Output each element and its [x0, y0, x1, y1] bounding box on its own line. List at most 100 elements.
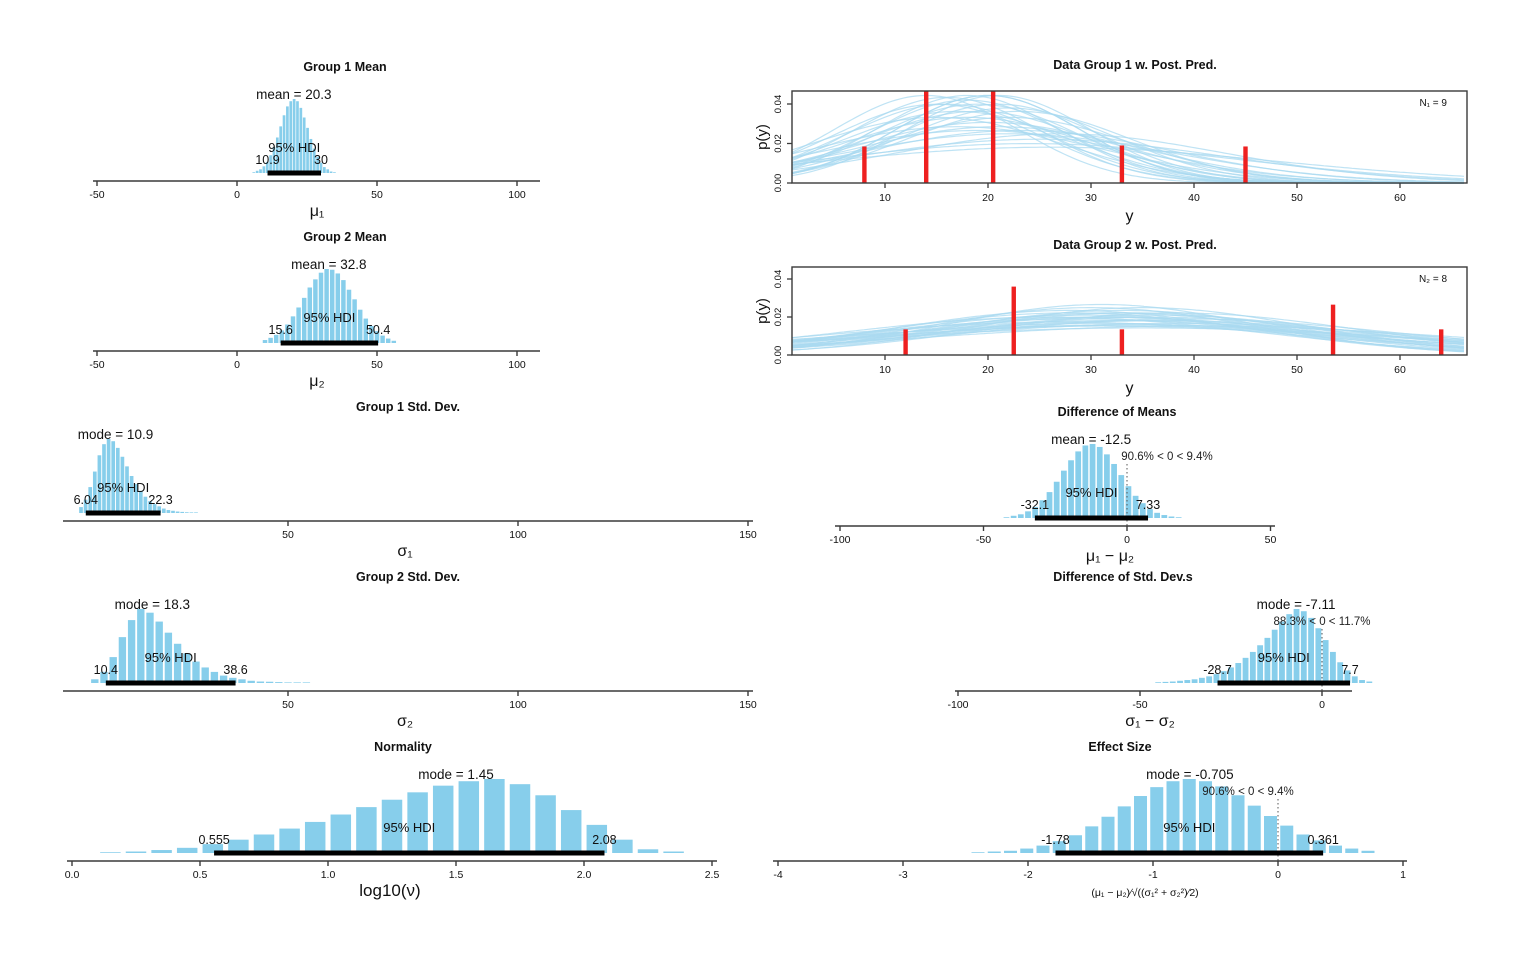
- panel-difference-of-stddevs: Difference of Std. Dev.s 95% HDI -28.7 7.7 m…: [755, 565, 1530, 735]
- svg-text:0: 0: [1124, 534, 1130, 546]
- svg-text:0.555: 0.555: [198, 833, 229, 847]
- svg-text:95% HDI: 95% HDI: [1163, 820, 1215, 835]
- svg-text:0.00: 0.00: [773, 346, 784, 365]
- svg-text:y: y: [1126, 380, 1134, 397]
- panel-data-group1-postpred: Data Group 1 w. Post. Pred. 10 20 30 40 50 60 0…: [755, 55, 1530, 235]
- svg-text:90.6% < 0 < 9.4%: 90.6% < 0 < 9.4%: [1121, 451, 1212, 463]
- svg-text:2.08: 2.08: [592, 833, 616, 847]
- svg-text:2.5: 2.5: [705, 869, 720, 881]
- svg-text:50: 50: [1291, 364, 1303, 376]
- svg-text:50: 50: [371, 359, 383, 371]
- svg-text:150: 150: [739, 529, 757, 541]
- svg-text:7.7: 7.7: [1341, 663, 1358, 677]
- svg-text:mode = -7.11: mode = -7.11: [1257, 597, 1336, 612]
- svg-text:Data Group 2 w. Post. Pred.: Data Group 2 w. Post. Pred.: [1053, 238, 1216, 252]
- svg-text:Normality: Normality: [374, 740, 432, 754]
- svg-text:6.04: 6.04: [74, 493, 98, 507]
- svg-text:95% HDI: 95% HDI: [1258, 650, 1310, 665]
- panel-group1-stddev: Group 1 Std. Dev. 95% HDI 6.04 22.3 mode = 1…: [25, 395, 760, 565]
- svg-text:100: 100: [509, 699, 527, 711]
- svg-text:Data Group 1 w. Post. Pred.: Data Group 1 w. Post. Pred.: [1053, 58, 1216, 72]
- svg-text:Group 1 Mean: Group 1 Mean: [303, 60, 386, 74]
- svg-text:-1: -1: [1148, 869, 1157, 881]
- svg-text:-50: -50: [89, 189, 104, 201]
- svg-text:-28.7: -28.7: [1203, 663, 1232, 677]
- difference-of-stddevs-chart: Difference of Std. Dev.s 95% HDI -28.7 7.7 m…: [947, 570, 1373, 730]
- svg-text:mode = 18.3: mode = 18.3: [115, 597, 190, 612]
- svg-text:mean = 20.3: mean = 20.3: [256, 87, 331, 102]
- svg-text:50: 50: [1265, 534, 1277, 546]
- svg-text:60: 60: [1394, 192, 1406, 204]
- svg-text:μ₂: μ₂: [309, 373, 324, 390]
- svg-text:95% HDI: 95% HDI: [268, 140, 320, 155]
- svg-text:mode = 10.9: mode = 10.9: [78, 427, 153, 442]
- svg-text:(μ₁ − μ₂)∕√((σ₁² + σ₂²)∕2): (μ₁ − μ₂)∕√((σ₁² + σ₂²)∕2): [1091, 887, 1198, 899]
- normality-chart: Normality 95% HDI 0.555 2.08 mode = 1.45 0.0 0…: [65, 740, 720, 900]
- svg-text:μ₁: μ₁: [310, 203, 325, 220]
- svg-text:50: 50: [282, 699, 294, 711]
- svg-text:100: 100: [509, 529, 527, 541]
- panel-difference-of-means: Difference of Means 95% HDI -32.1 7.33 mean …: [755, 400, 1530, 570]
- svg-text:N₂ = 8: N₂ = 8: [1419, 274, 1448, 285]
- svg-text:mode = -0.705: mode = -0.705: [1146, 767, 1233, 782]
- svg-text:0.02: 0.02: [773, 308, 784, 327]
- difference-of-means-chart: Difference of Means 95% HDI -32.1 7.33 mean …: [829, 405, 1277, 565]
- svg-text:1.0: 1.0: [321, 869, 336, 881]
- svg-text:0.00: 0.00: [773, 174, 784, 193]
- svg-text:10: 10: [879, 364, 891, 376]
- svg-text:μ₁ − μ₂: μ₁ − μ₂: [1086, 548, 1134, 565]
- svg-text:95% HDI: 95% HDI: [97, 480, 149, 495]
- panel-effect-size: Effect Size 95% HDI -1.78 0.361 mode = -0.70…: [755, 735, 1530, 915]
- svg-text:95% HDI: 95% HDI: [383, 820, 435, 835]
- svg-text:0.04: 0.04: [773, 95, 784, 114]
- svg-text:p(y): p(y): [755, 124, 771, 150]
- svg-text:7.33: 7.33: [1136, 498, 1160, 512]
- svg-text:10.9: 10.9: [255, 153, 279, 167]
- svg-text:20: 20: [982, 364, 994, 376]
- svg-text:15.6: 15.6: [269, 323, 293, 337]
- svg-text:-100: -100: [947, 699, 968, 711]
- svg-text:-50: -50: [1132, 699, 1147, 711]
- svg-text:-50: -50: [89, 359, 104, 371]
- svg-text:-1.78: -1.78: [1041, 833, 1070, 847]
- svg-text:mean = 32.8: mean = 32.8: [291, 257, 366, 272]
- svg-text:0: 0: [1275, 869, 1281, 881]
- panel-data-group2-postpred: Data Group 2 w. Post. Pred. 10 20 30 40 50 60 0…: [755, 235, 1530, 400]
- svg-text:100: 100: [508, 359, 526, 371]
- svg-text:40: 40: [1188, 192, 1200, 204]
- effect-size-chart: Effect Size 95% HDI -1.78 0.361 mode = -0.70…: [773, 740, 1407, 899]
- svg-text:Group 2 Mean: Group 2 Mean: [303, 230, 386, 244]
- svg-text:90.6% < 0 < 9.4%: 90.6% < 0 < 9.4%: [1202, 786, 1293, 798]
- svg-text:σ₂: σ₂: [397, 713, 413, 730]
- svg-text:22.3: 22.3: [148, 493, 172, 507]
- svg-text:log10(ν): log10(ν): [359, 881, 420, 900]
- svg-text:-4: -4: [773, 869, 782, 881]
- svg-text:30: 30: [1085, 192, 1097, 204]
- svg-text:0: 0: [1319, 699, 1325, 711]
- svg-text:2.0: 2.0: [577, 869, 592, 881]
- svg-text:Group 1 Std. Dev.: Group 1 Std. Dev.: [356, 400, 460, 414]
- svg-text:mean = -12.5: mean = -12.5: [1051, 432, 1131, 447]
- svg-text:p(y): p(y): [755, 298, 771, 324]
- svg-text:0.04: 0.04: [773, 270, 784, 289]
- svg-text:-100: -100: [829, 534, 850, 546]
- svg-text:0: 0: [234, 189, 240, 201]
- svg-text:1: 1: [1400, 869, 1406, 881]
- svg-text:Difference of Means: Difference of Means: [1058, 405, 1177, 419]
- svg-text:30: 30: [1085, 364, 1097, 376]
- svg-text:95% HDI: 95% HDI: [145, 650, 197, 665]
- svg-text:20: 20: [982, 192, 994, 204]
- svg-text:50: 50: [371, 189, 383, 201]
- svg-text:Effect Size: Effect Size: [1088, 740, 1151, 754]
- svg-text:50: 50: [282, 529, 294, 541]
- svg-text:-50: -50: [976, 534, 991, 546]
- svg-text:mode = 1.45: mode = 1.45: [418, 767, 493, 782]
- svg-text:N₁ = 9: N₁ = 9: [1419, 98, 1447, 109]
- svg-text:150: 150: [739, 699, 757, 711]
- panel-group2-stddev: Group 2 Std. Dev. 95% HDI 10.4 38.6 mode = 1…: [25, 565, 760, 735]
- svg-text:Difference of Std. Dev.s: Difference of Std. Dev.s: [1053, 570, 1192, 584]
- svg-text:60: 60: [1394, 364, 1406, 376]
